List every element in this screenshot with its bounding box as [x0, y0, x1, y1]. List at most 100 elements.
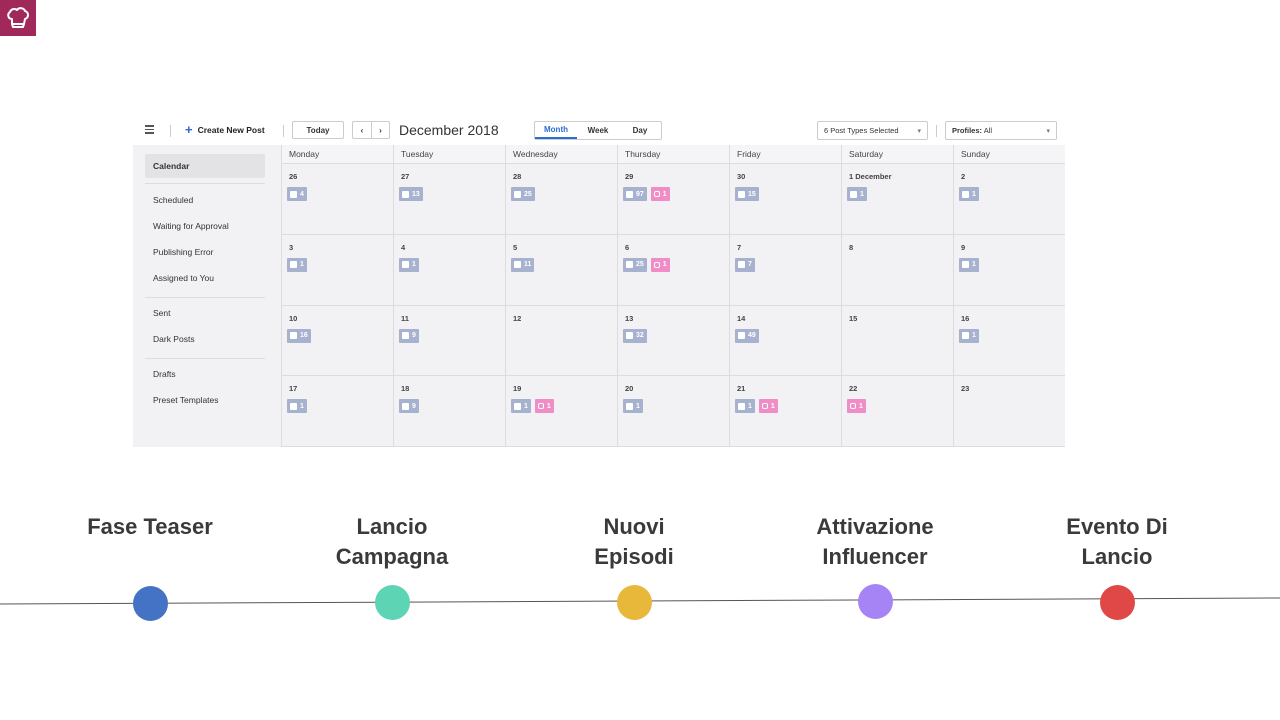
facebook-posts-badge[interactable]: 32 — [623, 328, 647, 343]
facebook-posts-badge[interactable]: 16 — [287, 328, 311, 343]
facebook-posts-badge[interactable]: 1 — [287, 257, 307, 272]
calendar-day-cell[interactable]: 23 — [953, 376, 1065, 447]
view-tab-week[interactable]: Week — [587, 126, 609, 135]
instagram-post-count: 1 — [662, 190, 667, 198]
facebook-posts-badge[interactable]: 1 — [287, 399, 307, 414]
calendar-day-cell[interactable]: 10 16 — [281, 305, 393, 377]
facebook-posts-badge[interactable]: 97 — [623, 187, 647, 201]
facebook-posts-badge[interactable]: 1 — [959, 257, 979, 272]
day-number: 28 — [513, 172, 522, 181]
facebook-icon — [850, 190, 857, 198]
facebook-posts-badge[interactable]: 15 — [735, 187, 759, 201]
calendar-day-cell[interactable]: 17 1 — [281, 376, 393, 447]
facebook-icon — [738, 332, 745, 339]
calendar-day-cell[interactable]: 22 1 — [841, 376, 953, 447]
day-number: 23 — [961, 384, 970, 394]
calendar-day-cell[interactable]: 15 — [841, 305, 953, 377]
view-switcher: Month Week Day — [534, 121, 662, 140]
calendar-day-cell[interactable]: 16 1 — [953, 305, 1065, 377]
sidebar-item-preset-templates[interactable]: Preset Templates — [153, 395, 219, 405]
plus-icon: + — [185, 122, 193, 137]
facebook-posts-badge[interactable]: 1 — [959, 328, 979, 343]
facebook-post-count: 11 — [524, 261, 532, 269]
previous-month-button[interactable]: ‹ — [352, 121, 371, 139]
facebook-icon — [290, 332, 297, 339]
create-new-post-button[interactable]: + Create New Post — [185, 122, 265, 137]
sidebar-item-scheduled[interactable]: Scheduled — [153, 195, 194, 205]
calendar-day-cell[interactable]: 26 4 — [281, 164, 393, 235]
facebook-posts-badge[interactable]: 9 — [399, 328, 419, 343]
day-number: 2 — [961, 172, 966, 181]
calendar-day-cell[interactable]: 27 13 — [393, 164, 505, 235]
sidebar-item-dark-posts[interactable]: Dark Posts — [153, 334, 195, 344]
sidebar-item-calendar[interactable]: Calendar — [153, 161, 190, 171]
profiles-dropdown[interactable]: Profiles: All ▾ — [945, 121, 1057, 140]
calendar-day-cell[interactable]: 8 — [841, 234, 953, 306]
instagram-posts-badge[interactable]: 1 — [650, 187, 670, 201]
post-types-dropdown[interactable]: 6 Post Types Selected ▾ — [817, 121, 928, 140]
facebook-posts-badge[interactable]: 49 — [735, 328, 759, 343]
calendar-day-cell[interactable]: 20 1 — [617, 376, 729, 447]
calendar-day-cell[interactable]: 12 — [505, 305, 617, 377]
instagram-posts-badge[interactable]: 1 — [847, 399, 866, 414]
sidebar-item-publishing-error[interactable]: Publishing Error — [153, 247, 214, 257]
facebook-posts-badge[interactable]: 1 — [399, 257, 419, 272]
calendar-day-cell[interactable]: 11 9 — [393, 305, 505, 377]
day-number: 8 — [849, 242, 854, 252]
post-badges: 4 — [287, 187, 307, 201]
next-month-button[interactable]: › — [371, 121, 390, 139]
facebook-icon — [738, 261, 745, 269]
hamburger-menu-icon[interactable] — [145, 125, 154, 136]
view-tab-month[interactable]: Month — [535, 122, 577, 139]
facebook-posts-badge[interactable]: 4 — [287, 187, 307, 201]
facebook-posts-badge[interactable]: 13 — [399, 187, 423, 201]
instagram-icon — [653, 191, 660, 197]
facebook-icon — [514, 261, 521, 269]
instagram-posts-badge[interactable]: 1 — [534, 399, 554, 414]
facebook-posts-badge[interactable]: 7 — [735, 257, 755, 272]
calendar-day-cell[interactable]: 6 25 1 — [617, 234, 729, 306]
facebook-posts-badge[interactable]: 11 — [511, 257, 535, 272]
calendar-day-cell[interactable]: 14 49 — [729, 305, 841, 377]
calendar-day-cell[interactable]: 18 9 — [393, 376, 505, 447]
calendar-day-cell[interactable]: 13 32 — [617, 305, 729, 377]
facebook-post-count: 1 — [972, 261, 976, 269]
instagram-posts-badge[interactable]: 1 — [758, 399, 778, 414]
facebook-posts-badge[interactable]: 1 — [511, 399, 531, 414]
calendar-day-cell[interactable]: 19 1 1 — [505, 376, 617, 447]
month-title: December 2018 — [399, 122, 499, 138]
calendar-day-cell[interactable]: 21 1 1 — [729, 376, 841, 447]
facebook-posts-badge[interactable]: 1 — [623, 399, 643, 414]
day-number: 26 — [289, 172, 298, 181]
today-button[interactable]: Today — [292, 121, 344, 139]
facebook-icon — [514, 402, 521, 410]
facebook-icon — [290, 190, 297, 198]
sidebar-item-assigned-to-you[interactable]: Assigned to You — [153, 273, 214, 283]
calendar-day-cell[interactable]: 28 25 — [505, 164, 617, 235]
facebook-posts-badge[interactable]: 1 — [847, 187, 867, 201]
sidebar-item-drafts[interactable]: Drafts — [153, 369, 176, 379]
sidebar-item-waiting-for-approval[interactable]: Waiting for Approval — [153, 221, 229, 231]
facebook-post-count: 1 — [748, 402, 752, 410]
toolbar-divider — [170, 125, 171, 137]
facebook-posts-badge[interactable]: 9 — [399, 399, 419, 414]
calendar-day-cell[interactable]: 1 December 1 — [841, 164, 953, 235]
calendar-day-cell[interactable]: 29 97 1 — [617, 164, 729, 235]
facebook-posts-badge[interactable]: 1 — [959, 187, 979, 201]
facebook-icon — [402, 402, 409, 410]
instagram-posts-badge[interactable]: 1 — [650, 257, 670, 272]
calendar-day-cell[interactable]: 5 11 — [505, 234, 617, 306]
calendar-day-cell[interactable]: 30 15 — [729, 164, 841, 235]
view-tab-day[interactable]: Day — [632, 126, 648, 135]
sidebar-item-sent[interactable]: Sent — [153, 308, 171, 318]
facebook-posts-badge[interactable]: 1 — [735, 399, 755, 414]
facebook-posts-badge[interactable]: 25 — [511, 187, 535, 201]
post-badges: 9 — [399, 328, 419, 343]
facebook-posts-badge[interactable]: 25 — [623, 257, 647, 272]
